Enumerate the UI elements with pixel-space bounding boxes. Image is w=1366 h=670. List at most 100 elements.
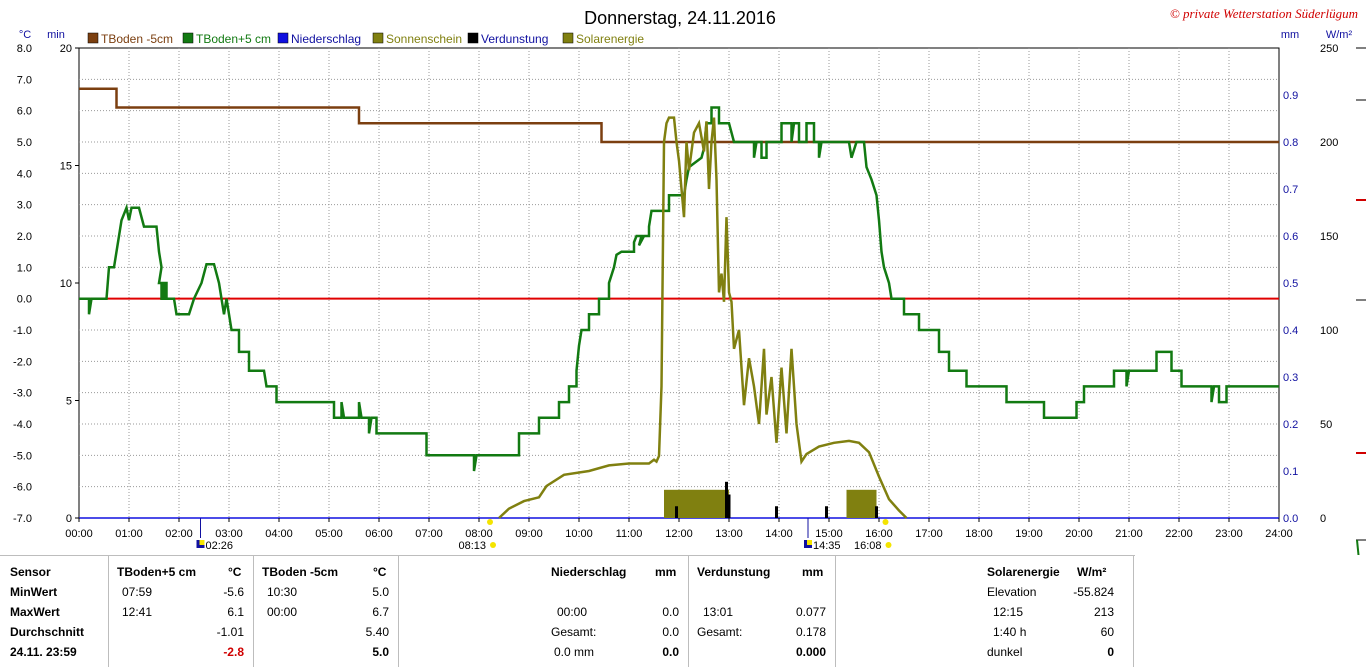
rain-header: Niederschlag bbox=[551, 565, 627, 579]
wm2-tick-label: 200 bbox=[1320, 137, 1338, 149]
rain-unit: mm bbox=[655, 565, 677, 579]
row-label-max: MaxWert bbox=[10, 605, 60, 619]
temp-tick-label: 1.0 bbox=[17, 262, 32, 274]
tbm5-max-time: 00:00 bbox=[267, 605, 298, 619]
solar-header: Solarenergie bbox=[987, 565, 1060, 579]
wm2-unit-label: W/m² bbox=[1326, 29, 1353, 41]
mm-tick-label: 0.1 bbox=[1283, 466, 1298, 478]
solar-elev-label: Elevation bbox=[987, 585, 1037, 599]
rain-current-val: 0.0 bbox=[662, 645, 679, 659]
solar-max-time: 12:15 bbox=[993, 605, 1024, 619]
solar-unit: W/m² bbox=[1077, 565, 1107, 579]
x-tick-label: 16:00 bbox=[865, 528, 893, 540]
x-tick-label: 14:00 bbox=[765, 528, 793, 540]
tbm5-current: 5.0 bbox=[372, 645, 389, 659]
x-tick-label: 19:00 bbox=[1015, 528, 1043, 540]
summary-table bbox=[0, 555, 1366, 670]
temp-unit-label: °C bbox=[19, 29, 31, 41]
legend-label: Niederschlag bbox=[291, 32, 361, 46]
temp-tick-label: 3.0 bbox=[17, 200, 32, 212]
x-tick-label: 12:00 bbox=[665, 528, 693, 540]
x-tick-label: 24:00 bbox=[1265, 528, 1293, 540]
evaporation-bar bbox=[775, 506, 778, 518]
moon-marker-icon bbox=[199, 540, 205, 545]
legend: TBoden -5cm TBoden+5 cm Niederschlag Sonnen… bbox=[87, 32, 644, 46]
row-label-min: MinWert bbox=[10, 585, 58, 599]
x-tick-label: 23:00 bbox=[1215, 528, 1243, 540]
x-tick-label: 11:00 bbox=[616, 528, 643, 540]
mm-tick-label: 0.0 bbox=[1283, 513, 1298, 525]
sun-marker-icon bbox=[885, 542, 892, 548]
mm-unit-label: mm bbox=[1281, 29, 1299, 41]
tbm5-unit: °C bbox=[373, 565, 387, 579]
x-tick-label: 22:00 bbox=[1165, 528, 1193, 540]
marker-label: 14:35 bbox=[813, 540, 841, 552]
evaporation-bar bbox=[727, 494, 731, 518]
mm-tick-label: 0.2 bbox=[1283, 419, 1298, 431]
mm-tick-label: 0.3 bbox=[1283, 372, 1298, 384]
evaporation-bar bbox=[675, 506, 678, 518]
x-tick-label: 17:00 bbox=[915, 528, 943, 540]
temp-tick-label: -6.0 bbox=[13, 482, 32, 494]
tb5-min-time: 07:59 bbox=[122, 585, 153, 599]
rain-max-time: 00:00 bbox=[557, 605, 588, 619]
tb5-header: TBoden+5 cm bbox=[117, 565, 197, 579]
evap-max-val: 0.077 bbox=[795, 605, 826, 619]
temp-tick-label: -7.0 bbox=[13, 513, 32, 525]
solar-dur-val: 60 bbox=[1100, 625, 1114, 639]
temp-tick-label: 0.0 bbox=[17, 294, 32, 306]
evap-total-label: Gesamt: bbox=[697, 625, 743, 639]
evap-current: 0.000 bbox=[795, 645, 826, 659]
x-tick-label: 20:00 bbox=[1065, 528, 1093, 540]
axes: 8.0 7.0 6.0 5.0 4.0 3.0 2.0 1.0 0.0 -1.0 -2.0 -3.0 -… bbox=[13, 43, 1366, 541]
mm-tick-label: 0.9 bbox=[1283, 90, 1298, 102]
tb5-current: -2.8 bbox=[223, 645, 244, 659]
legend-label: Sonnenschein bbox=[386, 32, 462, 46]
x-tick-label: 07:00 bbox=[415, 528, 443, 540]
temp-tick-label: -1.0 bbox=[13, 325, 32, 337]
x-tick-label: 00:00 bbox=[65, 528, 93, 540]
legend-label: Verdunstung bbox=[481, 32, 548, 46]
x-tick-label: 04:00 bbox=[265, 528, 293, 540]
col-divider bbox=[835, 555, 836, 667]
x-tick-label: 01:00 bbox=[115, 528, 143, 540]
marker-label: 08:13 bbox=[458, 540, 486, 552]
evaporation-bar bbox=[725, 481, 728, 518]
rain-total-val: 0.0 bbox=[662, 625, 679, 639]
rain-total-label: Gesamt: bbox=[551, 625, 597, 639]
mm-tick-label: 0.6 bbox=[1283, 231, 1298, 243]
col-divider bbox=[1133, 555, 1134, 667]
col-divider bbox=[108, 555, 109, 667]
min-tick-label: 15 bbox=[60, 161, 72, 173]
mm-tick-label: 0.4 bbox=[1283, 325, 1298, 337]
legend-swatch bbox=[562, 32, 574, 44]
x-tick-label: 09:00 bbox=[515, 528, 543, 540]
legend-label: Solarenergie bbox=[576, 32, 644, 46]
sun-marker-icon bbox=[490, 542, 496, 548]
temp-tick-label: 7.0 bbox=[17, 74, 32, 86]
copyright-text: © private Wetterstation Süderlügum bbox=[1170, 6, 1358, 21]
col-divider bbox=[398, 555, 399, 667]
rain-current-label: 0.0 mm bbox=[554, 645, 595, 659]
legend-label: TBoden -5cm bbox=[101, 32, 173, 46]
sunshine-bar bbox=[846, 489, 877, 518]
temp-tick-label: -5.0 bbox=[13, 450, 32, 462]
evap-total-val: 0.178 bbox=[795, 625, 826, 639]
evap-unit: mm bbox=[802, 565, 824, 579]
tb5-avg: -1.01 bbox=[216, 625, 244, 639]
evaporation-bar bbox=[875, 506, 878, 518]
temp-tick-label: 5.0 bbox=[17, 137, 32, 149]
x-tick-label: 13:00 bbox=[715, 528, 743, 540]
evaporation-bar bbox=[825, 506, 828, 518]
x-tick-label: 03:00 bbox=[215, 528, 243, 540]
legend-swatch bbox=[372, 32, 384, 44]
x-tick-label: 06:00 bbox=[365, 528, 393, 540]
min-tick-label: 10 bbox=[60, 278, 72, 290]
row-label-current: 24.11. 23:59 bbox=[10, 645, 77, 659]
solar-elev-val: -55.824 bbox=[1073, 585, 1114, 599]
legend-swatch bbox=[277, 32, 289, 44]
x-tick-label: 02:00 bbox=[165, 528, 193, 540]
min-tick-label: 5 bbox=[66, 396, 72, 408]
temp-tick-label: 6.0 bbox=[17, 106, 32, 118]
tbm5-min-time: 10:30 bbox=[267, 585, 298, 599]
